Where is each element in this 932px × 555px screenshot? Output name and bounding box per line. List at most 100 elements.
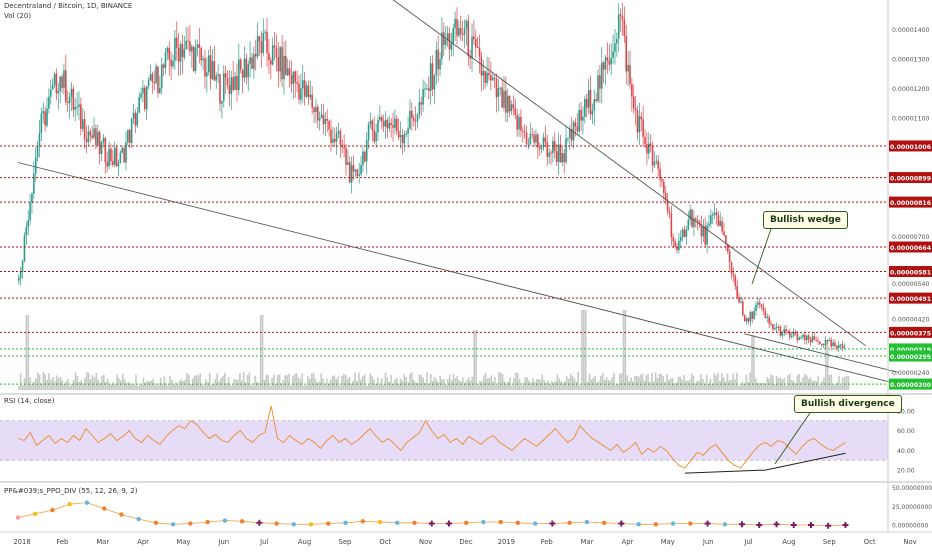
volume-bar <box>290 384 292 390</box>
volume-bar <box>484 372 487 390</box>
candle-body <box>217 74 219 76</box>
ppo-dot <box>343 520 348 525</box>
price-tick-label: 0.00000240 <box>892 370 929 377</box>
volume-bar <box>263 379 266 390</box>
volume-bar <box>836 382 838 390</box>
volume-bar <box>193 375 196 390</box>
volume-bar <box>772 375 774 390</box>
candle-body <box>309 94 312 98</box>
volume-bar <box>611 377 613 390</box>
candle-body <box>512 104 515 108</box>
candle-body <box>360 164 362 175</box>
symbol-title[interactable]: Decentraland / Bitcoin, 1D, BINANCE <box>4 2 133 10</box>
candle-body <box>484 71 486 83</box>
volume-bar <box>426 372 428 390</box>
level-label: 0.00000295 <box>890 354 931 361</box>
candle-body <box>805 335 808 341</box>
ppo-dot <box>515 520 521 525</box>
volume-bar <box>69 385 71 390</box>
volume-bar <box>120 380 122 390</box>
volume-bar <box>352 380 355 390</box>
bullish-divergence-callout[interactable]: Bullish divergence <box>794 395 902 413</box>
price-tick-label: 0.00000700 <box>892 234 929 241</box>
candle-body <box>821 344 823 346</box>
candle-body <box>574 122 577 127</box>
volume-bar <box>171 379 173 390</box>
candle-body <box>738 297 740 303</box>
volume-bar <box>99 382 101 390</box>
candle-body <box>657 160 659 169</box>
candle-body <box>689 209 691 221</box>
volume-bar <box>441 379 443 390</box>
candle-body <box>390 123 392 126</box>
volume-bar <box>131 383 133 390</box>
volume-bar <box>261 315 264 390</box>
ppo-dot <box>205 519 210 525</box>
ppo-dot <box>395 520 400 525</box>
volume-bar <box>91 375 94 390</box>
volume-bar <box>301 373 304 390</box>
candle-body <box>145 86 148 110</box>
candle-body <box>702 226 705 237</box>
volume-bar <box>445 384 447 390</box>
rsi-legend[interactable]: RSI (14, close) <box>4 397 55 405</box>
volume-bar <box>624 310 627 390</box>
candle-body <box>593 99 596 111</box>
volume-bar <box>828 374 831 390</box>
price-tick-label: 0.00000420 <box>892 317 929 324</box>
volume-bar <box>80 380 82 390</box>
candle-body <box>569 129 571 138</box>
volume-bar <box>770 374 772 390</box>
candle-body <box>34 157 37 174</box>
volume-bar <box>29 377 31 390</box>
volume-bar <box>246 375 249 390</box>
candle-body <box>695 218 697 221</box>
volume-bar <box>813 380 816 390</box>
volume-bar <box>626 375 629 390</box>
volume-bar <box>405 377 407 390</box>
time-tick-label: 2018 <box>13 538 30 546</box>
volume-legend[interactable]: Vol (20) <box>4 12 32 20</box>
volume-bar <box>530 382 532 390</box>
candle-body <box>561 153 564 163</box>
candle-body <box>21 260 24 272</box>
candle-body <box>335 133 338 142</box>
volume-bar <box>344 374 347 390</box>
candle-body <box>198 44 201 48</box>
volume-bar <box>307 376 309 390</box>
candle-body <box>268 53 270 61</box>
volume-bar <box>367 384 370 390</box>
volume-bar <box>700 374 702 390</box>
candle-body <box>418 102 421 115</box>
ppo-legend[interactable]: PP&#039;s_PPO_DIV (55, 12, 26, 9, 2) <box>4 487 138 495</box>
bullish-wedge-callout[interactable]: Bullish wedge <box>763 211 848 229</box>
volume-bar <box>138 384 141 390</box>
volume-bar <box>373 379 375 390</box>
candle-body <box>456 18 458 36</box>
candle-body <box>634 108 637 111</box>
candle-body <box>538 146 541 149</box>
ppo-dot <box>222 518 228 523</box>
volume-bar <box>743 384 746 390</box>
time-tick-label: Jul <box>259 538 268 546</box>
volume-bar <box>163 376 166 390</box>
volume-bar <box>216 373 219 390</box>
volume-bar <box>554 380 557 390</box>
level-label: 0.00000491 <box>890 296 931 303</box>
candle-body <box>834 342 836 346</box>
level-label: 0.00000375 <box>890 330 931 337</box>
candle-body <box>296 82 298 84</box>
candle-body <box>841 344 844 348</box>
volume-bar <box>692 375 695 390</box>
candle-body <box>164 52 167 68</box>
ppo-cross-v <box>430 520 433 527</box>
candle-body <box>386 119 389 129</box>
candle-body <box>659 168 661 180</box>
volume-bar <box>165 383 168 390</box>
volume-bar <box>673 383 676 390</box>
candle-body <box>74 106 77 110</box>
volume-bar <box>331 375 334 390</box>
volume-bar <box>93 377 96 390</box>
candle-body <box>798 337 801 341</box>
